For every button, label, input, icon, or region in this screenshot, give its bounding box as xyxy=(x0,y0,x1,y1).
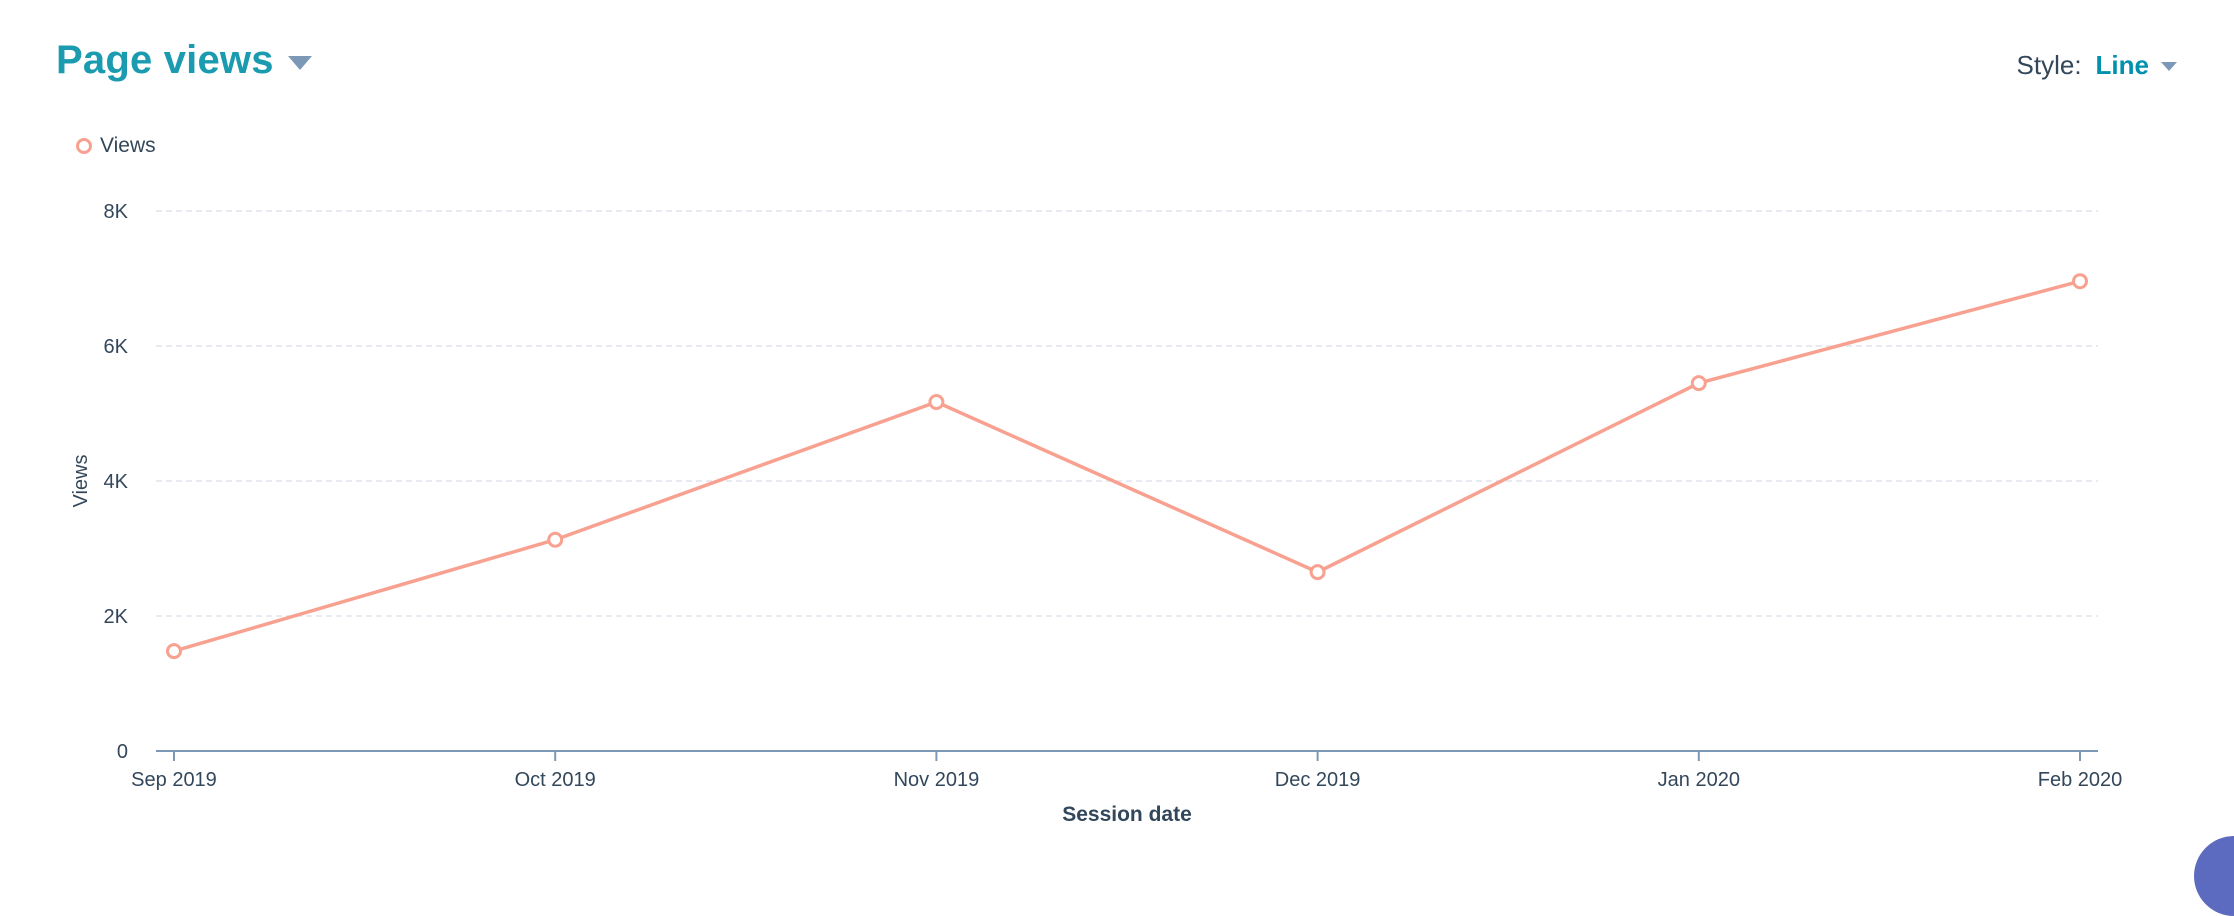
chevron-down-icon xyxy=(2161,62,2177,71)
chart-title-dropdown[interactable]: Page views xyxy=(56,38,312,83)
legend-label: Views xyxy=(100,134,156,157)
data-point[interactable] xyxy=(2072,273,2088,290)
y-tick-label: 8K xyxy=(104,201,129,223)
x-tick-label: Jan 2020 xyxy=(1658,769,1740,791)
style-dropdown[interactable]: Line xyxy=(2096,50,2177,81)
y-tick-label: 2K xyxy=(104,606,129,628)
data-point[interactable] xyxy=(166,643,182,660)
data-point[interactable] xyxy=(928,394,945,411)
x-tick-label: Oct 2019 xyxy=(515,769,596,791)
style-selector: Style: Line xyxy=(2017,50,2177,81)
chevron-down-icon xyxy=(287,55,312,70)
style-label: Style: xyxy=(2016,50,2082,80)
legend-item-views[interactable]: Views xyxy=(76,134,156,158)
data-point[interactable] xyxy=(547,531,564,548)
legend-marker-icon xyxy=(76,138,92,154)
line-chart: 0 2K 4K 6K 8K Sep 2019 Oct 2019 Nov 2019 Dec 201… xyxy=(70,201,2123,826)
x-axis-title: Session date xyxy=(1062,803,1192,826)
y-axis-title: Views xyxy=(70,455,92,508)
series-line-views xyxy=(172,279,2082,653)
y-tick-label: 6K xyxy=(104,336,129,358)
chart-title: Page views xyxy=(56,38,274,82)
y-tick-label: 4K xyxy=(104,471,129,493)
x-tick-label: Feb 2020 xyxy=(2038,769,2123,791)
x-tick-label: Sep 2019 xyxy=(131,769,217,791)
x-tick-label: Dec 2019 xyxy=(1275,769,1361,791)
style-value: Line xyxy=(2095,50,2149,80)
data-point[interactable] xyxy=(1309,564,1326,581)
data-point[interactable] xyxy=(1690,375,1707,392)
y-tick-label: 0 xyxy=(117,741,128,763)
x-tick-label: Nov 2019 xyxy=(894,769,980,791)
